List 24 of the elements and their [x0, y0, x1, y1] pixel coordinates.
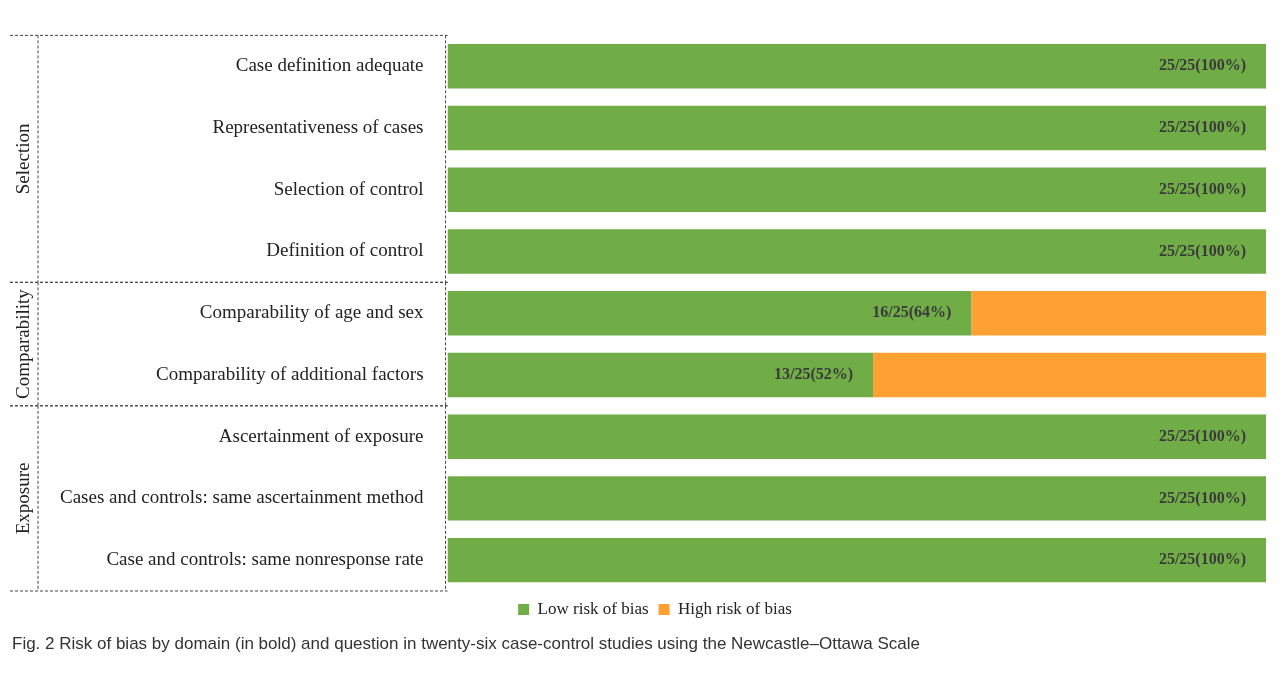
y-tick-label: Case and controls: same nonresponse rate	[106, 548, 424, 570]
y-tick-label: Comparability of additional factors	[156, 362, 424, 384]
data-label: 25/25(100%)	[1158, 426, 1246, 445]
data-label: 13/25(52%)	[774, 365, 854, 384]
text: Exposure	[11, 462, 33, 535]
text: Comparability	[11, 288, 33, 399]
caption: Fig. 2 Risk of bias by domain (in bold) and question in twenty-six case-control studies using the Newcastle–Ottawa Scale	[11, 633, 922, 655]
legend-label: Low risk of bias	[537, 598, 649, 618]
y-tick-label: Representativeness of cases	[212, 115, 424, 137]
y-tick-label: Case definition adequate	[235, 54, 424, 76]
data-label: 25/25(100%)	[1158, 550, 1246, 569]
data-label: 25/25(100%)	[1158, 241, 1246, 260]
data-label: 25/25(100%)	[1158, 118, 1246, 137]
data-label: 25/25(100%)	[1158, 179, 1246, 198]
y-tick-label: Definition of control	[266, 239, 424, 261]
y-tick-label: Cases and controls: same ascertainment method	[59, 486, 425, 508]
text: Selection	[11, 123, 33, 195]
y-tick-label: Ascertainment of exposure	[218, 424, 424, 446]
legend-label: High risk of bias	[678, 598, 792, 618]
y-tick-label: Selection of control	[273, 177, 424, 199]
y-tick-label: Comparability of age and sex	[199, 301, 425, 323]
data-label: 25/25(100%)	[1158, 56, 1246, 75]
data-label: 16/25(64%)	[872, 303, 952, 322]
data-label: 25/25(100%)	[1158, 488, 1246, 507]
